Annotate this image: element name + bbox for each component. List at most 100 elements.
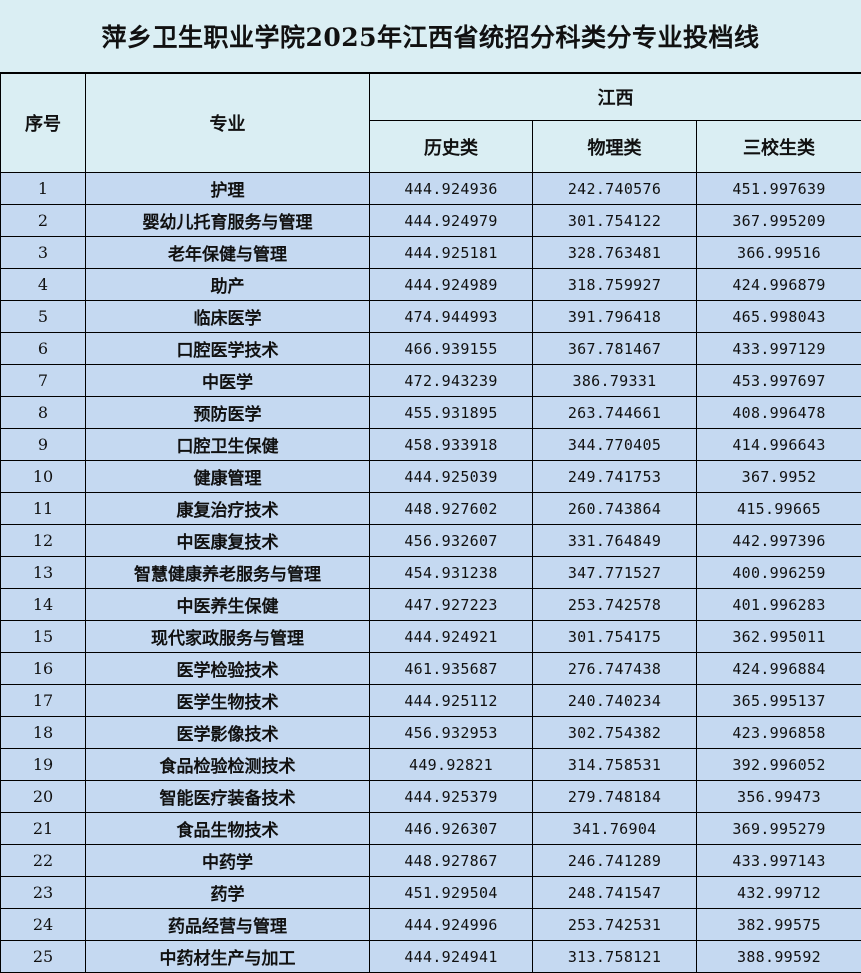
cell-index: 15 bbox=[1, 621, 86, 653]
cell-index: 22 bbox=[1, 845, 86, 877]
cell-history: 472.943239 bbox=[370, 365, 533, 397]
cell-three-school: 453.997697 bbox=[697, 365, 861, 397]
cell-physics: 331.764849 bbox=[533, 525, 697, 557]
cell-index: 14 bbox=[1, 589, 86, 621]
cell-three-school: 367.995209 bbox=[697, 205, 861, 237]
cell-index: 23 bbox=[1, 877, 86, 909]
cell-history: 456.932607 bbox=[370, 525, 533, 557]
cell-three-school: 432.99712 bbox=[697, 877, 861, 909]
cell-history: 444.925379 bbox=[370, 781, 533, 813]
cell-physics: 328.763481 bbox=[533, 237, 697, 269]
cell-three-school: 465.998043 bbox=[697, 301, 861, 333]
cell-three-school: 424.996884 bbox=[697, 653, 861, 685]
cell-index: 21 bbox=[1, 813, 86, 845]
cell-major: 中医养生保健 bbox=[86, 589, 370, 621]
cell-history: 466.939155 bbox=[370, 333, 533, 365]
cell-physics: 301.754175 bbox=[533, 621, 697, 653]
page-title: 萍乡卫生职业学院2025年江西省统招分科类分专业投档线 bbox=[0, 0, 861, 73]
cell-physics: 246.741289 bbox=[533, 845, 697, 877]
cell-major: 中医康复技术 bbox=[86, 525, 370, 557]
cell-physics: 249.741753 bbox=[533, 461, 697, 493]
cell-major: 老年保健与管理 bbox=[86, 237, 370, 269]
cell-physics: 347.771527 bbox=[533, 557, 697, 589]
cell-history: 444.924989 bbox=[370, 269, 533, 301]
cell-index: 24 bbox=[1, 909, 86, 941]
cell-history: 449.92821 bbox=[370, 749, 533, 781]
cell-physics: 301.754122 bbox=[533, 205, 697, 237]
cell-physics: 263.744661 bbox=[533, 397, 697, 429]
cell-history: 455.931895 bbox=[370, 397, 533, 429]
cell-major: 医学影像技术 bbox=[86, 717, 370, 749]
cell-three-school: 400.996259 bbox=[697, 557, 861, 589]
cell-history: 448.927602 bbox=[370, 493, 533, 525]
cell-three-school: 362.995011 bbox=[697, 621, 861, 653]
cell-major: 康复治疗技术 bbox=[86, 493, 370, 525]
header-history: 历史类 bbox=[370, 121, 533, 173]
cell-index: 1 bbox=[1, 173, 86, 205]
cell-three-school: 367.9952 bbox=[697, 461, 861, 493]
cell-physics: 391.796418 bbox=[533, 301, 697, 333]
cell-index: 17 bbox=[1, 685, 86, 717]
cell-major: 护理 bbox=[86, 173, 370, 205]
cell-major: 药学 bbox=[86, 877, 370, 909]
cell-major: 智慧健康养老服务与管理 bbox=[86, 557, 370, 589]
cell-physics: 386.79331 bbox=[533, 365, 697, 397]
cell-major: 口腔卫生保健 bbox=[86, 429, 370, 461]
cell-physics: 302.754382 bbox=[533, 717, 697, 749]
cell-three-school: 382.99575 bbox=[697, 909, 861, 941]
cell-three-school: 366.99516 bbox=[697, 237, 861, 269]
cell-history: 458.933918 bbox=[370, 429, 533, 461]
cell-physics: 313.758121 bbox=[533, 941, 697, 973]
cell-three-school: 401.996283 bbox=[697, 589, 861, 621]
header-physics: 物理类 bbox=[533, 121, 697, 173]
cell-three-school: 451.997639 bbox=[697, 173, 861, 205]
cell-history: 444.924996 bbox=[370, 909, 533, 941]
header-index: 序号 bbox=[1, 74, 86, 173]
cell-physics: 248.741547 bbox=[533, 877, 697, 909]
cell-major: 医学检验技术 bbox=[86, 653, 370, 685]
cell-index: 10 bbox=[1, 461, 86, 493]
cell-major: 健康管理 bbox=[86, 461, 370, 493]
cell-three-school: 408.996478 bbox=[697, 397, 861, 429]
header-region: 江西 bbox=[370, 74, 861, 121]
cell-physics: 279.748184 bbox=[533, 781, 697, 813]
header-major: 专业 bbox=[86, 74, 370, 173]
cell-three-school: 433.997143 bbox=[697, 845, 861, 877]
cell-history: 456.932953 bbox=[370, 717, 533, 749]
cell-major: 助产 bbox=[86, 269, 370, 301]
cell-index: 5 bbox=[1, 301, 86, 333]
cell-index: 25 bbox=[1, 941, 86, 973]
cell-history: 444.925112 bbox=[370, 685, 533, 717]
cell-major: 食品检验检测技术 bbox=[86, 749, 370, 781]
cell-major: 现代家政服务与管理 bbox=[86, 621, 370, 653]
cell-physics: 260.743864 bbox=[533, 493, 697, 525]
cell-history: 444.925039 bbox=[370, 461, 533, 493]
cell-history: 444.924979 bbox=[370, 205, 533, 237]
cell-index: 9 bbox=[1, 429, 86, 461]
cell-major: 口腔医学技术 bbox=[86, 333, 370, 365]
cell-index: 18 bbox=[1, 717, 86, 749]
cell-history: 461.935687 bbox=[370, 653, 533, 685]
cell-three-school: 424.996879 bbox=[697, 269, 861, 301]
cell-physics: 344.770405 bbox=[533, 429, 697, 461]
cell-physics: 276.747438 bbox=[533, 653, 697, 685]
cell-three-school: 433.997129 bbox=[697, 333, 861, 365]
cell-major: 智能医疗装备技术 bbox=[86, 781, 370, 813]
cell-major: 中药材生产与加工 bbox=[86, 941, 370, 973]
cell-three-school: 423.996858 bbox=[697, 717, 861, 749]
cell-three-school: 365.995137 bbox=[697, 685, 861, 717]
